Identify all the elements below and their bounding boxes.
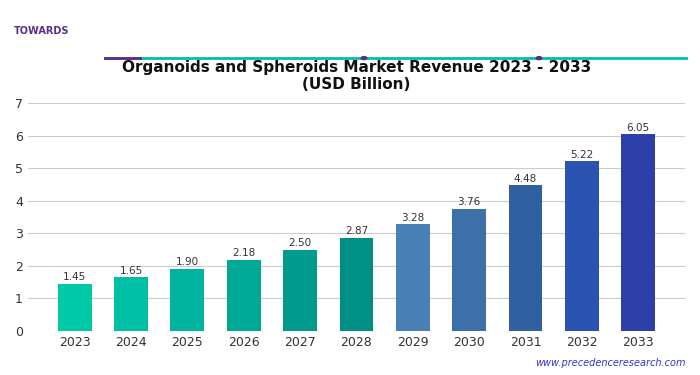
Bar [170,269,204,331]
Text: 3.28: 3.28 [401,213,424,223]
Title: Organoids and Spheroids Market Revenue 2023 - 2033
(USD Billion): Organoids and Spheroids Market Revenue 2… [122,60,591,92]
Text: 1.65: 1.65 [120,266,143,276]
Text: 6.05: 6.05 [626,123,650,132]
Bar [396,224,430,331]
Text: 1.90: 1.90 [176,258,199,267]
Text: 2.50: 2.50 [288,238,312,248]
Text: 1.45: 1.45 [63,272,86,282]
Text: 2.18: 2.18 [232,248,256,258]
Bar [227,260,260,331]
Bar [509,185,542,331]
Text: 5.22: 5.22 [570,150,594,159]
Bar [452,209,486,331]
Bar [622,134,655,331]
Text: 4.48: 4.48 [514,174,537,184]
Text: www.precedenceresearch.com: www.precedenceresearch.com [536,357,686,368]
Text: 3.76: 3.76 [458,197,481,207]
Bar [565,161,598,331]
Text: 2.87: 2.87 [345,226,368,236]
Bar [284,250,317,331]
Bar [114,277,148,331]
Bar [340,238,373,331]
Text: TOWARDS: TOWARDS [14,26,69,36]
Bar [57,284,92,331]
